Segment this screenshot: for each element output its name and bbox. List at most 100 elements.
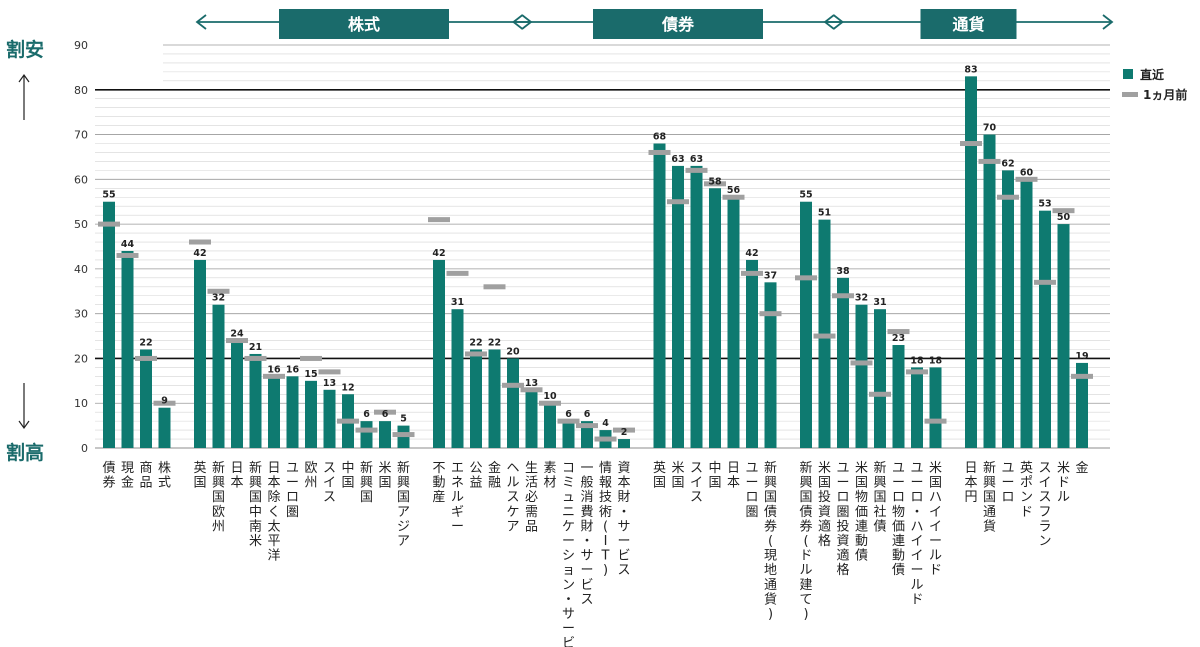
x-tick-label: 株式 (158, 461, 171, 491)
previous-marker (704, 181, 726, 187)
bar (488, 349, 501, 448)
section-header: 株式 (195, 9, 533, 39)
data-label: 16 (286, 364, 300, 375)
previous-marker (869, 391, 891, 397)
bar (525, 389, 538, 448)
y-axis: 0 10 20 30 40 50 60 70 80 90 (74, 39, 88, 455)
x-tick-label: 英国 (193, 461, 206, 491)
bar (121, 250, 134, 448)
data-label: 6 (565, 409, 572, 420)
x-tick-label: ユーロ (1001, 461, 1014, 505)
previous-marker (1071, 373, 1093, 379)
data-label: 22 (488, 337, 501, 348)
bar (837, 277, 849, 448)
data-label: 31 (873, 297, 886, 308)
side-label-top: 割安 (6, 38, 44, 61)
data-label: 42 (193, 248, 206, 259)
previous-marker (153, 400, 176, 406)
bar (1076, 362, 1088, 448)
bar (433, 259, 445, 448)
data-label: 2 (621, 427, 628, 438)
y-tick-label: 10 (74, 397, 88, 410)
data-label: 22 (139, 337, 152, 348)
bar (1002, 170, 1014, 448)
x-tick-label: 不動産 (432, 461, 445, 505)
x-tick-label: 米国 (671, 461, 684, 491)
data-label: 32 (855, 293, 868, 304)
previous-marker (189, 239, 211, 245)
bar (1020, 179, 1033, 449)
x-tick-label: 新興国アジア (397, 460, 410, 549)
data-label: 19 (1075, 351, 1088, 362)
data-label: 12 (341, 382, 354, 393)
bar (929, 367, 942, 448)
previous-marker (539, 400, 561, 406)
bar (360, 421, 373, 448)
x-tick-label: ユーロ・ハイイールド (910, 461, 923, 607)
previous-marker (924, 418, 947, 424)
previous-marker (135, 355, 157, 361)
previous-marker (207, 288, 230, 294)
data-label: 83 (964, 64, 977, 75)
x-tick-label: 金 (1075, 460, 1088, 476)
left-arrow-icon (195, 14, 207, 30)
data-label: 70 (983, 123, 997, 134)
x-tick-label: 新興国債券(現地通貨) (764, 460, 777, 622)
data-label: 55 (102, 190, 115, 201)
data-label: 6 (584, 409, 591, 420)
previous-marker (813, 333, 836, 339)
x-tick-label: コミュニケーション・サービス (562, 461, 575, 647)
y-tick-label: 70 (74, 129, 88, 142)
x-tick-label: ユーロ圏 (745, 461, 758, 520)
previous-marker (906, 369, 928, 375)
previous-marker (887, 329, 910, 335)
bar (451, 309, 464, 448)
data-label: 31 (451, 297, 464, 308)
previous-marker (374, 409, 396, 415)
previous-marker (832, 293, 854, 299)
x-tick-label: 欧州 (304, 461, 317, 491)
x-tick-label: 情報技術(I T) (599, 461, 612, 578)
y-tick-label: 50 (74, 218, 88, 231)
x-tick-label: 米国 (378, 461, 391, 491)
bar (800, 201, 812, 448)
previous-marker (594, 436, 617, 442)
previous-marker (613, 427, 635, 433)
x-tick-label: 英ポンド (1020, 461, 1033, 520)
previous-marker (428, 217, 450, 223)
previous-marker (850, 360, 873, 366)
bar (140, 349, 152, 448)
bar (544, 403, 556, 448)
data-label: 62 (1001, 158, 1014, 169)
y-tick-label: 80 (74, 84, 88, 97)
data-label: 18 (910, 355, 924, 366)
previous-marker (226, 338, 248, 344)
bar (562, 421, 575, 448)
previous-marker (759, 311, 782, 317)
bar (286, 376, 299, 448)
previous-marker (300, 355, 322, 361)
y-tick-label: 60 (74, 173, 88, 186)
previous-marker (502, 382, 524, 388)
previous-marker (795, 275, 817, 281)
bar (653, 143, 666, 448)
bar (323, 389, 336, 448)
y-tick-label: 20 (74, 352, 88, 365)
previous-marker (1034, 279, 1056, 285)
previous-marker (244, 355, 267, 361)
section-header: 通貨 (823, 9, 1114, 39)
x-tick-label: スイスフラン (1038, 461, 1051, 549)
data-label: 58 (708, 176, 722, 187)
x-tick-label: 新興国通貨 (983, 460, 996, 534)
data-label: 55 (799, 190, 812, 201)
bar (194, 259, 206, 448)
x-tick-label: 新興国中南米 (249, 460, 262, 549)
data-label: 56 (727, 185, 741, 196)
section-label-box (279, 9, 449, 39)
x-tick-label: ユーロ圏投資適格 (836, 461, 849, 578)
grid (95, 44, 1110, 449)
side-label-bottom: 割高 (6, 441, 44, 464)
data-label: 60 (1020, 167, 1034, 178)
previous-marker (741, 270, 763, 276)
x-tick-label: スイス (323, 461, 336, 505)
